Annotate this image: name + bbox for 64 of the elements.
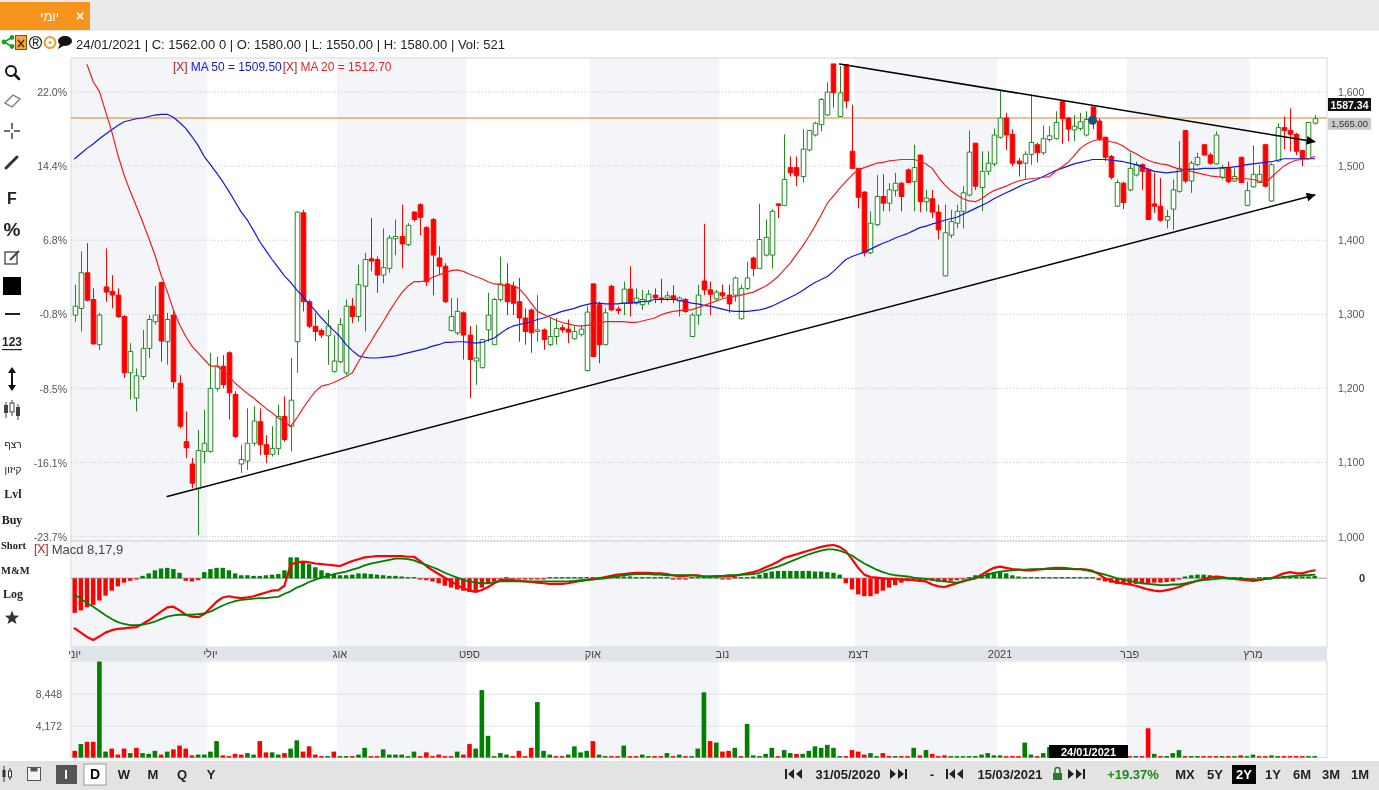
text: × [75, 8, 85, 24]
text: % [3, 218, 21, 240]
text: MX [1175, 766, 1196, 782]
text: +19.37% [1107, 766, 1160, 782]
y2-tick-label: -0.8% [39, 307, 67, 320]
annotation: 24/01/2021 [1060, 745, 1117, 758]
x-tick-label: דצמ [848, 647, 868, 660]
chart-title: יומי [40, 8, 60, 24]
text: Q [176, 766, 188, 782]
y-tick-label: 4,172 [35, 720, 63, 733]
text: - [929, 766, 935, 782]
chart-title: Macd 8,17,9 [51, 541, 124, 557]
x-tick-label: אוק [584, 647, 602, 660]
text: 3M [1321, 766, 1341, 782]
y-tick-label: 1,300 [1338, 308, 1365, 321]
text: 5Y [1207, 766, 1224, 782]
text: [X] [34, 542, 49, 556]
text: MA 20 = 1512.70 [300, 60, 392, 74]
text: D [89, 766, 101, 782]
x-tick-label: אוג [332, 647, 348, 660]
x-tick-label: מרץ [1243, 647, 1263, 660]
text: I [64, 766, 68, 782]
x-tick-label: נוב [715, 647, 730, 660]
y-tick-label: 1,500 [1338, 160, 1365, 173]
y-tick-label: 1,400 [1338, 234, 1365, 247]
y2-tick-label: -23.7% [33, 530, 67, 543]
text: קיזון [4, 463, 22, 475]
text: Buy [1, 513, 23, 527]
text: 123 [1, 335, 23, 349]
y-tick-label: 1,100 [1338, 456, 1365, 469]
text: M [147, 766, 159, 782]
text: 0 [1358, 572, 1366, 585]
text: Short [1, 539, 27, 551]
text: 2Y [1236, 766, 1253, 782]
y-tick-label: 1,000 [1338, 530, 1365, 543]
x-tick-label: יולי [203, 647, 218, 660]
text: W [117, 766, 131, 782]
y-tick-label: 8,448 [35, 688, 63, 701]
text: Y [206, 766, 216, 782]
y2-tick-label: -8.5% [39, 382, 67, 395]
y-tick-label: 1,600 [1338, 86, 1365, 99]
text: רצף [4, 438, 22, 450]
x-tick-label: יוני [68, 647, 82, 660]
y2-tick-label: 14.4% [37, 159, 67, 172]
text: M&M [1, 564, 30, 576]
annotation: [X] [282, 60, 298, 74]
text: 31/05/2020 [815, 766, 881, 782]
y2-tick-label: -16.1% [33, 456, 67, 469]
x-tick-label: ספט [459, 647, 481, 660]
text: 15/03/2021 [977, 766, 1043, 782]
text: F [7, 189, 18, 207]
text: 1M [1350, 766, 1370, 782]
y-tick-label: 1,200 [1338, 382, 1365, 395]
x-tick-label: פבר [1120, 647, 1140, 660]
y2-tick-label: 6.8% [43, 233, 67, 246]
text: Lvl [4, 487, 23, 501]
text: 1Y [1265, 766, 1282, 782]
text: MA 50 = 1509.50 [190, 60, 283, 74]
annotation: [X] [173, 60, 188, 74]
text: 6M [1292, 766, 1312, 782]
x-tick-label: 2021 [987, 647, 1013, 660]
y2-tick-label: 22.0% [37, 86, 67, 99]
chart-subtitle: 24/01/2021 | C: 1562.00 0 | O: 1580.00 | L: 1550.00 | H: 1580.00 | Vol: 521 [76, 36, 505, 52]
text: Log [2, 587, 24, 601]
